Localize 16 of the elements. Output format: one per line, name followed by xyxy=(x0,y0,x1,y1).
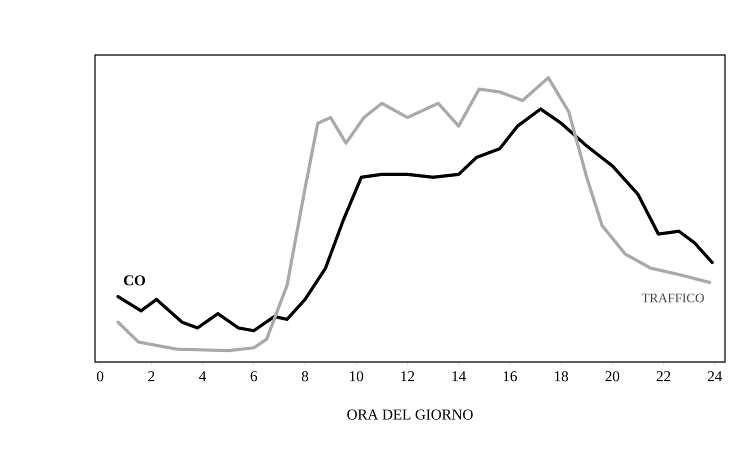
x-tick-label: 12 xyxy=(401,371,414,382)
series-label: CO xyxy=(124,275,146,286)
x-tick-label: 20 xyxy=(605,371,620,382)
x-axis-title: ORA DEL GIORNO xyxy=(347,410,473,420)
x-tick-label: 22 xyxy=(656,371,670,382)
x-tick-label: 8 xyxy=(302,371,308,382)
series-label: TRAFFICO xyxy=(642,294,704,302)
x-tick-label: 10 xyxy=(350,371,364,382)
x-tick-label: 6 xyxy=(250,371,258,382)
x-tick-label: 4 xyxy=(199,371,206,382)
x-tick-label: 2 xyxy=(148,371,154,382)
x-tick-label: 0 xyxy=(96,371,104,382)
x-tick-label: 16 xyxy=(504,371,517,382)
x-tick-label: 18 xyxy=(554,371,568,382)
x-tick-label: 14 xyxy=(452,371,466,382)
x-tick-label: 24 xyxy=(708,371,722,382)
